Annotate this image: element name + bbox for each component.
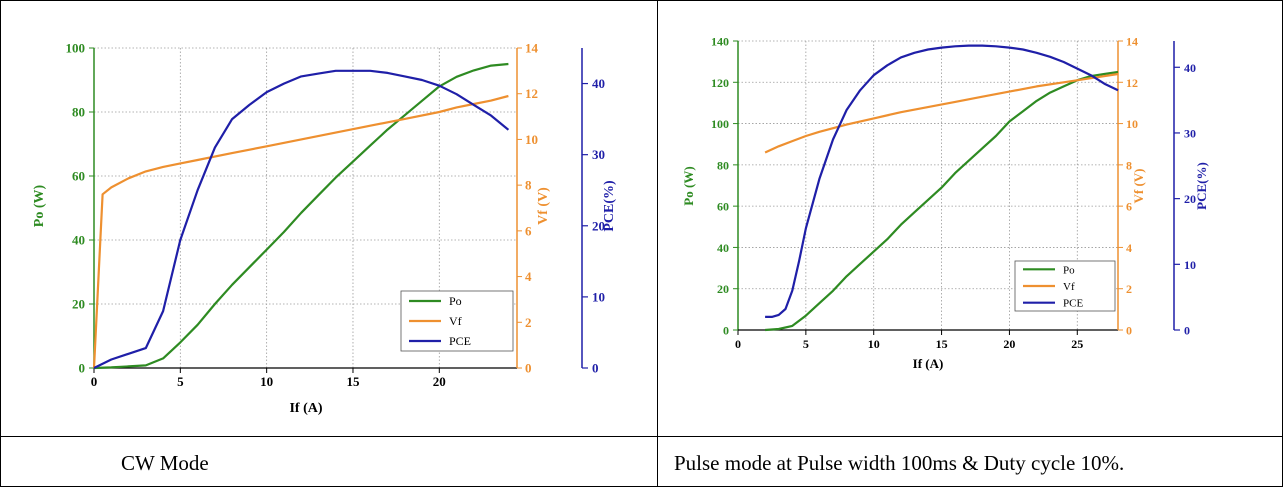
pulse-mode-chart: 0 5 10 15 20 25020406080100120140024681012140… bbox=[681, 35, 1209, 372]
vf-tick-label: 4 bbox=[1126, 241, 1132, 255]
series-line-pce bbox=[93, 69, 510, 369]
vf-tick-label: 4 bbox=[525, 269, 532, 284]
pce-tick-label: 10 bbox=[1184, 258, 1196, 272]
po-tick-label: 40 bbox=[72, 233, 85, 248]
vf-tick-label: 14 bbox=[1126, 35, 1138, 49]
x-axis-title: If (A) bbox=[289, 401, 322, 416]
legend-label-vf: Vf bbox=[449, 314, 462, 328]
cw-mode-caption: CW Mode bbox=[121, 451, 209, 475]
series-line-vf bbox=[764, 72, 1119, 154]
legend-label-pce: PCE bbox=[1063, 298, 1083, 310]
cw-chart-cell: 0 5 10 15 20 0 20 40 60 80 100 0 2 4 6 8 10 12 14 0 10 20 30 40… bbox=[0, 0, 658, 437]
pce-tick-label: 0 bbox=[592, 361, 599, 376]
vf-tick-label: 10 bbox=[525, 132, 538, 147]
vf-tick-label: 14 bbox=[525, 41, 539, 56]
po-tick-label: 20 bbox=[717, 282, 729, 296]
po-tick-label: 40 bbox=[717, 241, 729, 255]
cw-caption-cell: CW Mode bbox=[0, 436, 658, 487]
series-line-po bbox=[765, 70, 1119, 332]
x-tick-label: 10 bbox=[260, 374, 273, 389]
pce-tick-label: 20 bbox=[1184, 192, 1196, 206]
vf-tick-label: 2 bbox=[525, 315, 532, 330]
pce-tick-label: 40 bbox=[1184, 61, 1196, 75]
pulse-caption-cell: Pulse mode at Pulse width 100ms & Duty c… bbox=[657, 436, 1283, 487]
po-tick-label: 80 bbox=[72, 105, 85, 120]
vf-tick-label: 8 bbox=[525, 178, 532, 193]
pce-axis-title: PCE(%) bbox=[602, 180, 617, 232]
legend-label-pce: PCE bbox=[449, 334, 471, 348]
x-tick-label: 0 bbox=[735, 337, 741, 351]
pulse-chart-cell: 0 5 10 15 20 25 0 20 40 60 80 100 120 140 0 2 4 6 8 10 12 14 0… bbox=[657, 0, 1283, 437]
x-tick-label: 15 bbox=[936, 337, 948, 351]
pulse-mode-caption: Pulse mode at Pulse width 100ms & Duty c… bbox=[674, 451, 1125, 475]
po-tick-label: 140 bbox=[711, 35, 729, 49]
x-tick-label: 20 bbox=[433, 374, 446, 389]
cw-mode-chart: 0 5 10 15 20 0 20 40 60 80 100 0 2 4 6 8 10 12 14 0 10 20 30 40… bbox=[32, 41, 617, 417]
pce-tick-label: 30 bbox=[592, 147, 605, 162]
vf-tick-label: 2 bbox=[1126, 282, 1132, 296]
vf-tick-label: 6 bbox=[525, 223, 532, 238]
pce-tick-label: 40 bbox=[592, 76, 605, 91]
vf-axis-title: Vf (V) bbox=[536, 187, 551, 225]
vf-tick-label: 8 bbox=[1126, 158, 1132, 172]
po-axis-title: Po (W) bbox=[681, 166, 696, 205]
vf-tick-label: 6 bbox=[1126, 200, 1132, 214]
vf-axis-title: Vf (V) bbox=[1131, 168, 1146, 203]
pce-tick-label: 20 bbox=[592, 218, 605, 233]
po-tick-label: 20 bbox=[72, 297, 85, 312]
legend-label-po: Po bbox=[1063, 264, 1075, 276]
pce-tick-label: 0 bbox=[1184, 324, 1190, 338]
vf-tick-label: 12 bbox=[1126, 76, 1138, 90]
po-tick-label: 60 bbox=[72, 169, 85, 184]
x-tick-label: 0 bbox=[91, 374, 98, 389]
x-tick-label: 25 bbox=[1071, 337, 1083, 351]
vf-tick-label: 0 bbox=[1126, 324, 1132, 338]
po-tick-label: 0 bbox=[723, 324, 729, 338]
pce-tick-label: 10 bbox=[592, 289, 605, 304]
x-tick-label: 5 bbox=[803, 337, 809, 351]
vf-tick-label: 0 bbox=[525, 361, 532, 376]
pce-axis-title: PCE(%) bbox=[1194, 162, 1209, 210]
legend-label-po: Po bbox=[449, 294, 462, 308]
x-tick-label: 5 bbox=[177, 374, 184, 389]
po-tick-label: 100 bbox=[711, 117, 729, 131]
po-axis-title: Po (W) bbox=[32, 184, 47, 227]
x-tick-label: 20 bbox=[1003, 337, 1015, 351]
series-line-vf bbox=[92, 94, 509, 369]
po-tick-label: 0 bbox=[79, 361, 86, 376]
po-tick-label: 60 bbox=[717, 200, 729, 214]
vf-tick-label: 12 bbox=[525, 86, 538, 101]
series-line-pce bbox=[765, 44, 1119, 318]
vf-tick-label: 10 bbox=[1126, 117, 1138, 131]
po-tick-label: 120 bbox=[711, 76, 729, 90]
legend-label-vf: Vf bbox=[1063, 281, 1075, 293]
po-tick-label: 80 bbox=[717, 158, 729, 172]
x-tick-label: 10 bbox=[868, 337, 880, 351]
po-tick-label: 100 bbox=[66, 41, 86, 56]
pce-tick-label: 30 bbox=[1184, 126, 1196, 140]
x-tick-label: 15 bbox=[346, 374, 360, 389]
x-axis-title: If (A) bbox=[913, 356, 944, 371]
